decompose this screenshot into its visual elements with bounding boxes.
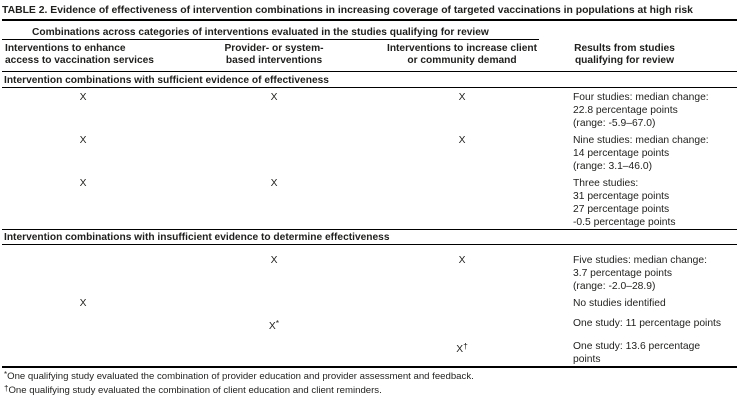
results-line: One study: 13.6 percentage [573,341,701,352]
table-row: X X Nine studies: median change: 14 perc… [2,134,737,173]
cell-access-mark: X [79,92,87,103]
results-line: 3.7 percentage points [573,268,673,279]
results-line: Four studies: median change: [573,92,709,103]
results-line: One study: 11 percentage points [573,318,722,329]
table-row: X No studies identified [2,297,737,310]
cell-access-mark: X [79,298,87,309]
cell-results: Nine studies: median change: 14 percenta… [540,134,737,173]
results-line: Nine studies: median change: [573,135,709,146]
cell-demand-mark: X [458,135,466,146]
results-line: (range: -5.9–67.0) [573,118,656,129]
cell-results: One study: 11 percentage points [540,317,737,333]
cell-results: Three studies: 31 percentage points 27 p… [540,177,737,229]
asterisk-marker: * [4,370,8,379]
cell-results: Five studies: median change: 3.7 percent… [540,254,737,293]
cell-provider-mark: X* [164,317,384,333]
cell-results: Four studies: median change: 22.8 percen… [540,91,737,130]
cell-provider-mark: X [270,255,278,266]
cell-access-mark: X [79,135,87,146]
results-line: Three studies: [573,178,639,189]
cell-provider-mark [164,340,384,366]
cell-results: No studies identified [540,297,737,310]
spanner-heading: Combinations across categories of interv… [32,27,489,38]
results-line: 27 percentage points [573,204,670,215]
cell-provider-mark: X [270,92,278,103]
cell-access-mark [2,317,164,333]
results-line: points [573,354,601,365]
table-row: X* One study: 11 percentage points [2,317,737,333]
results-line: (range: -2.0–28.9) [573,281,656,292]
provider-x-mark: X [268,321,276,332]
table-row: X X X Four studies: median change: 22.8 … [2,91,737,130]
results-line: (range: 3.1–46.0) [573,161,652,172]
table-bottom-rule [2,366,737,368]
column-header-row: Interventions to enhance access to vacci… [2,40,737,72]
table-row: X X Five studies: median change: 3.7 per… [2,254,737,293]
cell-provider-mark [164,134,384,173]
table-row: X† One study: 13.6 percentage points [2,340,737,366]
footnote-text: One qualifying study evaluated the combi… [7,371,474,382]
cell-access-mark: X [79,178,87,189]
cell-results: One study: 13.6 percentage points [540,340,737,366]
results-line: No studies identified [573,298,666,309]
cell-access-mark [2,254,164,293]
table-row: X X Three studies: 31 percentage points … [2,177,737,229]
col-header-access: Interventions to enhance access to vacci… [5,43,154,66]
results-line: 14 percentage points [573,148,670,159]
cell-provider-mark [164,297,384,310]
footnotes: *One qualifying study evaluated the comb… [2,369,737,397]
cell-demand-mark: X [458,92,466,103]
footnote-asterisk: *One qualifying study evaluated the comb… [4,369,737,383]
col-header-demand: Interventions to increase client or comm… [386,43,538,66]
cell-demand-mark: X† [384,340,540,366]
cell-demand-mark [384,317,540,333]
section-header-insufficient-evidence: Intervention combinations with insuffici… [2,229,737,245]
col-header-provider-wrap: Provider- or system-based interventions [164,43,384,67]
results-line: -0.5 percentage points [573,217,676,228]
cell-provider-mark: X [270,178,278,189]
footnote-dagger: †One qualifying study evaluated the comb… [4,383,737,397]
demand-x-mark: X [456,344,464,355]
col-header-demand-wrap: Interventions to increase client or comm… [384,43,540,67]
results-line: Five studies: median change: [573,255,707,266]
col-header-results-wrap: Results from studies qualifying for revi… [540,43,737,67]
footnote-text: One qualifying study evaluated the combi… [8,385,382,396]
results-line: 31 percentage points [573,191,670,202]
cell-demand-mark: X [458,255,466,266]
spanner-group: Combinations across categories of interv… [2,26,539,40]
results-line: 22.8 percentage points [573,105,678,116]
col-header-provider: Provider- or system-based interventions [224,43,324,66]
cell-demand-mark [384,297,540,310]
col-header-results: Results from studies qualifying for revi… [574,43,675,66]
cell-demand-mark [384,177,540,229]
dagger-marker: † [4,384,9,393]
table-title: TABLE 2. Evidence of effectiveness of in… [2,5,693,16]
dagger-footnote-marker: † [463,341,468,351]
title-rule [2,19,737,21]
section-insufficient-rows: X X Five studies: median change: 3.7 per… [2,245,737,366]
cell-access-mark [2,340,164,366]
section-sufficient-rows: X X X Four studies: median change: 22.8 … [2,88,737,229]
asterisk-footnote-marker: * [275,318,280,328]
section-header-sufficient-evidence: Intervention combinations with sufficien… [2,74,737,88]
